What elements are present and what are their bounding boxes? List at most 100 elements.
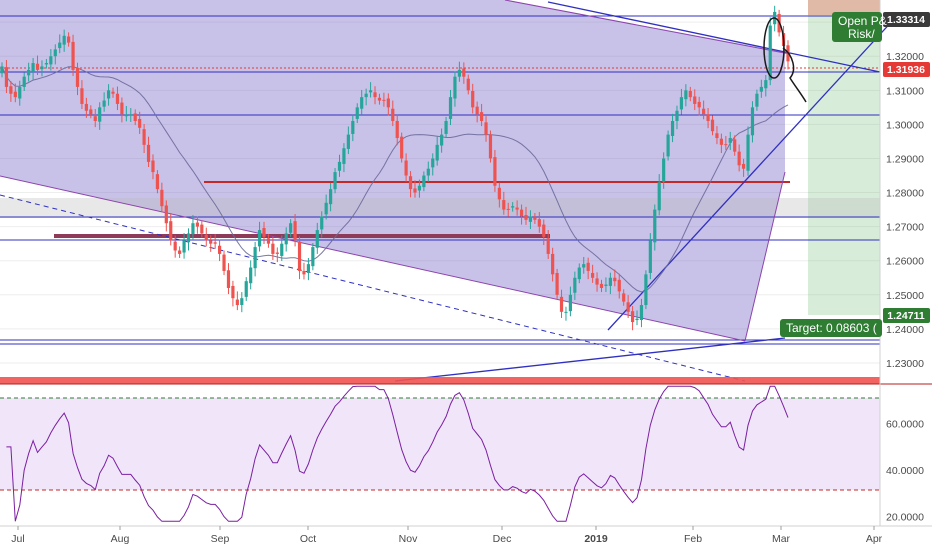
candle [289,219,293,237]
candle [719,133,723,154]
candle [226,263,231,295]
candle [209,235,213,252]
dashed-descending-line [0,194,746,382]
candle [710,115,715,136]
candle [622,289,626,306]
candle [724,135,728,150]
candle [746,126,750,176]
price-tick-label: 1.23000 [886,358,924,370]
candle [577,263,581,284]
candle [706,108,710,129]
candle [98,102,102,130]
price-axis[interactable]: 1.330001.320001.310001.300001.290001.280… [886,17,924,370]
time-axis[interactable]: Jul Aug Sep Oct Nov Dec 2019 Feb Mar Apr [11,526,883,545]
candle [35,55,40,75]
rsi-line [6,385,789,522]
candle [191,215,195,240]
candle [0,62,4,78]
candle [528,210,533,230]
high-price-badge: 1.33314 [883,12,930,27]
candle [253,241,257,277]
candle [737,144,741,172]
candle [764,74,768,97]
candle [49,49,53,71]
candle [653,204,657,251]
candle [155,170,160,194]
candle [200,220,204,238]
risk-reward-text: Risk/ [848,27,875,41]
candle [275,247,279,263]
candle [84,97,88,118]
candle [515,200,519,216]
candle [715,126,719,145]
candle [257,221,262,252]
time-tick-label: Mar [772,533,791,545]
candle [448,89,453,126]
candle [22,72,26,91]
candle [231,280,235,307]
candle [617,273,621,299]
candle [124,105,128,122]
candle [75,62,80,96]
candle [524,206,528,225]
candle [604,277,608,293]
rsi-axis[interactable]: 60.0000 40.0000 20.0000 [886,419,924,524]
open-pl-label[interactable]: Open P& Risk/ [832,12,887,42]
pane-divider-red-band [0,377,880,384]
rsi-band-fill [0,398,880,490]
time-tick-label: Oct [300,533,316,545]
candle [750,101,755,143]
price-tick-label: 1.32000 [886,51,924,63]
candle [146,136,151,167]
candle [741,158,746,177]
price-tick-label: 1.26000 [886,256,924,268]
candle [120,97,124,123]
price-pane[interactable] [0,0,932,385]
time-tick-label: Dec [493,533,512,545]
channel-lower-line [0,175,746,342]
hand-drawn-arrow-path [782,47,807,103]
candle [280,235,284,262]
price-tick-label: 1.30000 [886,119,924,131]
target-price-badge: 1.24711 [883,308,930,323]
candle [595,272,599,292]
candle [453,71,457,107]
target-zone [808,0,880,315]
candle [315,222,319,254]
candle [373,86,377,105]
purple-channel-fill [0,0,785,341]
candle [688,86,692,102]
candle [364,88,368,106]
candle [635,310,639,326]
candle [630,306,635,331]
candle [591,264,595,283]
candle [382,92,386,107]
target-price-badge-text: 1.24711 [887,310,925,322]
candle [9,81,13,102]
stop-zone [808,0,880,15]
candle [759,79,763,98]
candle [666,130,670,161]
candle [329,183,333,212]
candle [368,82,373,98]
candle [484,116,488,142]
current-price-badge: 1.31936 [883,62,930,77]
candle [639,298,644,328]
candle [400,132,404,163]
candle [115,86,120,111]
candle [564,306,568,321]
candle [111,87,115,98]
candle [324,194,328,220]
price-tick-label: 1.29000 [886,153,924,165]
candle [217,239,222,262]
candle [413,180,417,198]
candle [568,286,573,317]
candle [608,272,612,295]
candle [475,101,479,123]
target-label[interactable]: Target: 0.08603 ( [780,319,882,337]
candle [435,136,439,166]
candle [244,277,248,301]
candle [493,149,497,192]
rsi-pane[interactable] [0,385,880,522]
